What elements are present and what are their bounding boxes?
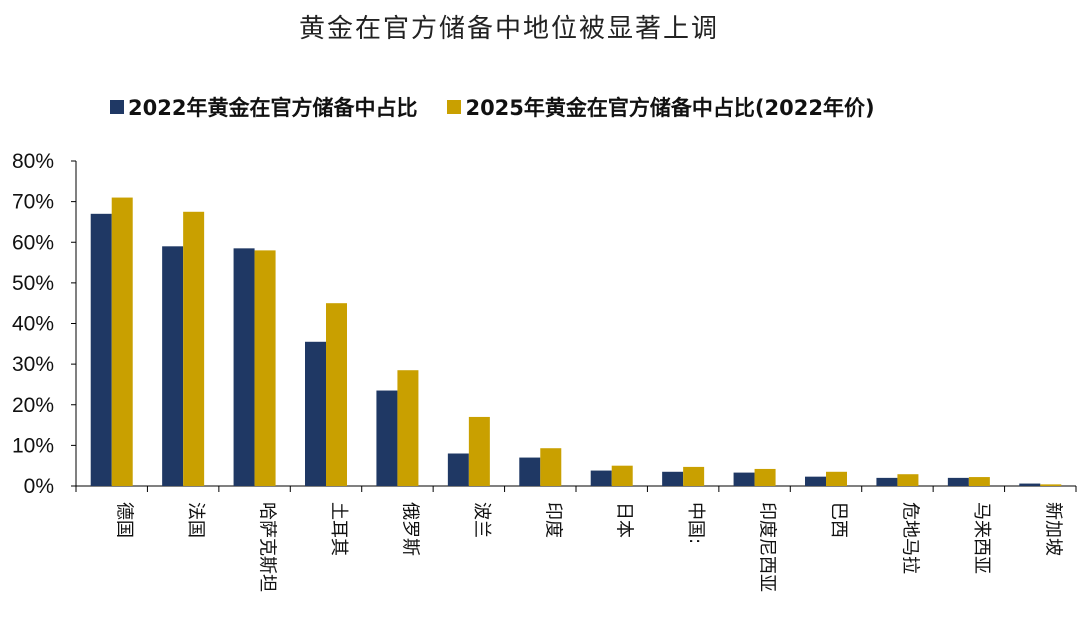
bar-2025 <box>254 250 276 486</box>
bar-2025 <box>968 477 990 486</box>
y-tick-label: 30% <box>12 353 54 376</box>
category-label: 新加坡 <box>1042 502 1063 556</box>
bar-2022 <box>233 248 255 486</box>
bar-2025 <box>1040 484 1062 486</box>
bar-2025 <box>754 468 776 486</box>
bar-2022 <box>90 213 112 486</box>
category-label: 中国: <box>685 502 706 544</box>
legend-label-2025: 2025年黄金在官方储备中占比(2022年价) <box>465 96 875 120</box>
category-label: 土耳其 <box>328 502 349 556</box>
legend-swatch-2025 <box>447 100 462 114</box>
y-tick-label: 70% <box>12 191 54 214</box>
bar-2025 <box>826 471 847 486</box>
category-label: 德国 <box>114 502 135 538</box>
legend-item-2025: 2025年黄金在官方储备中占比(2022年价) <box>447 92 875 122</box>
bar-2025 <box>611 465 633 486</box>
legend-swatch-2022 <box>110 100 124 114</box>
category-label: 波兰 <box>471 502 492 538</box>
bar-2025 <box>111 197 133 486</box>
category-label: 法国 <box>185 502 206 538</box>
bar-2022 <box>733 472 755 486</box>
y-tick-label: 0% <box>24 475 54 498</box>
bar-2022 <box>805 476 826 486</box>
bar-2022 <box>447 453 469 486</box>
y-tick-label: 50% <box>12 272 54 295</box>
y-tick-label: 40% <box>12 313 54 336</box>
y-tick-label: 80% <box>12 150 54 173</box>
category-label: 马来西亚 <box>971 502 992 574</box>
bar-2022 <box>590 470 612 486</box>
bar-2025 <box>897 474 919 486</box>
bar-2022 <box>519 457 541 486</box>
bar-2022 <box>876 477 898 486</box>
category-label: 哈萨克斯坦 <box>257 502 278 592</box>
category-label: 印度尼西亚 <box>757 502 778 592</box>
category-label: 危地马拉 <box>899 502 920 574</box>
category-label: 俄罗斯 <box>399 502 420 556</box>
legend-label-2022: 2022年黄金在官方储备中占比 <box>128 96 418 120</box>
bar-2022 <box>662 471 684 486</box>
bar-2025 <box>397 370 419 486</box>
bar-2025 <box>540 448 562 486</box>
category-label: 日本 <box>614 502 635 538</box>
bar-2022 <box>162 246 184 486</box>
bar-2025 <box>183 211 205 486</box>
category-label: 印度 <box>542 502 563 538</box>
y-tick-label: 20% <box>12 394 54 417</box>
category-label: 巴西 <box>828 502 849 538</box>
bar-2022 <box>305 341 326 486</box>
bar-2022 <box>947 477 969 486</box>
bar-2022 <box>376 390 398 486</box>
bar-2025 <box>468 416 490 486</box>
legend-item-2022: 2022年黄金在官方储备中占比 <box>110 92 417 122</box>
y-tick-label: 60% <box>12 231 54 254</box>
bar-2022 <box>1019 483 1041 486</box>
y-tick-label: 10% <box>12 434 54 457</box>
bar-2025 <box>326 303 347 486</box>
chart-title: 黄金在官方储备中地位被显著上调 <box>298 14 719 44</box>
legend: 2022年黄金在官方储备中占比 2025年黄金在官方储备中占比(2022年价) <box>110 92 905 122</box>
bar-2025 <box>683 466 705 486</box>
